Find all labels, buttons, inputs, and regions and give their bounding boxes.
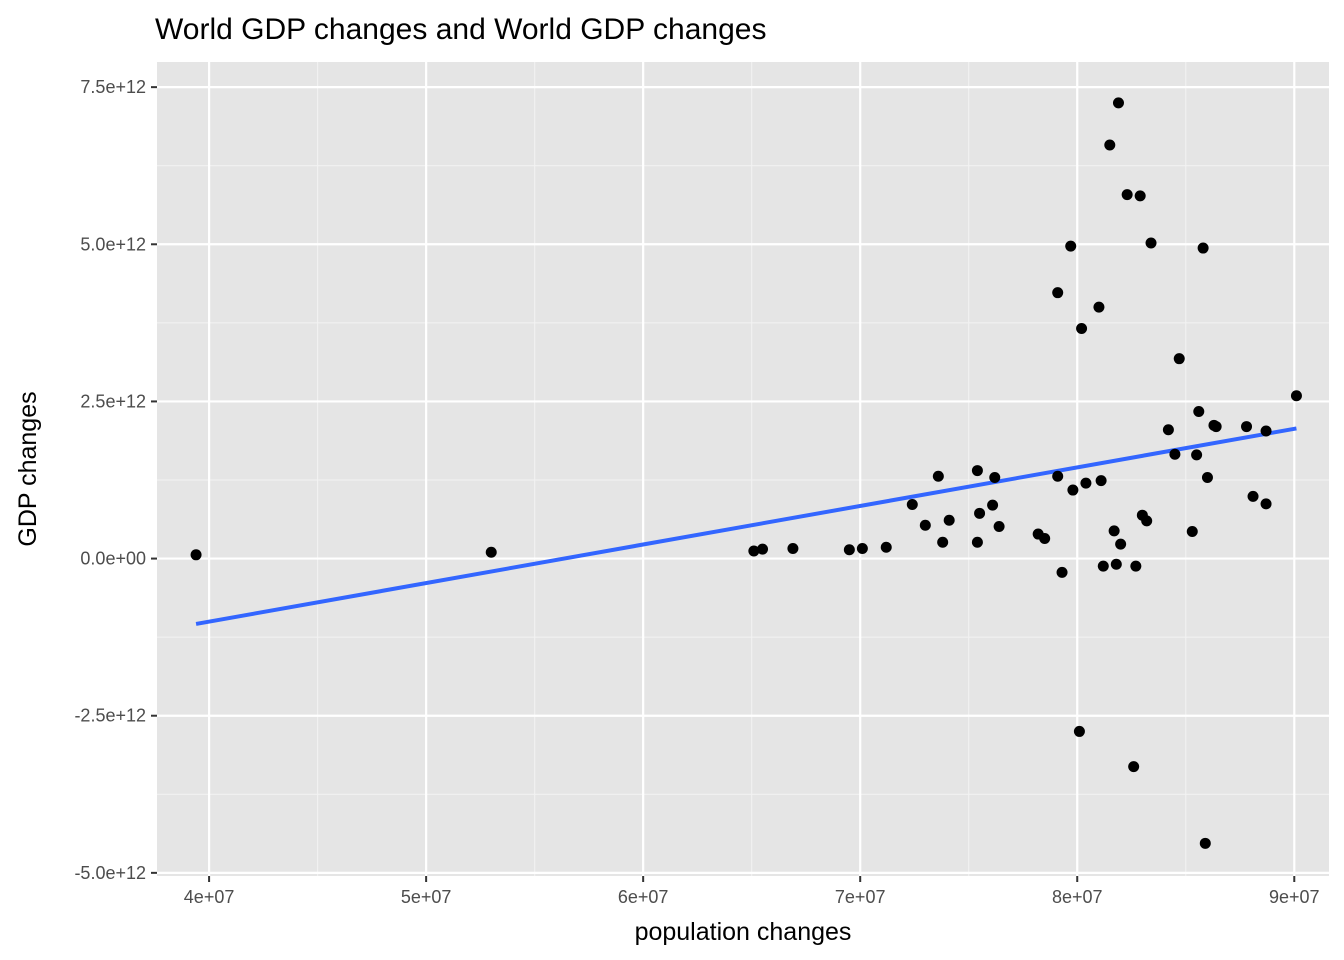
data-point bbox=[787, 543, 799, 555]
data-point bbox=[1141, 515, 1153, 527]
data-point bbox=[932, 470, 944, 482]
y-axis-label: GDP changes bbox=[14, 391, 42, 546]
data-point bbox=[1130, 560, 1142, 572]
data-points bbox=[190, 97, 1302, 849]
trend-line bbox=[195, 426, 1297, 626]
x-axis-label: population changes bbox=[635, 918, 852, 946]
data-point bbox=[971, 536, 983, 548]
trend-line-layer bbox=[195, 426, 1297, 626]
data-point bbox=[1056, 566, 1068, 578]
y-tick-label: -2.5e+12 bbox=[74, 706, 146, 726]
data-point bbox=[1065, 240, 1077, 252]
data-point bbox=[1197, 242, 1209, 254]
data-point bbox=[1134, 190, 1146, 202]
data-point bbox=[1110, 558, 1122, 570]
data-point bbox=[1039, 532, 1051, 544]
x-tick-label: 6e+07 bbox=[618, 887, 669, 907]
data-point bbox=[1260, 425, 1272, 437]
data-point bbox=[1052, 287, 1064, 299]
data-point bbox=[1067, 484, 1079, 496]
data-point bbox=[1191, 449, 1203, 461]
x-tick-label: 9e+07 bbox=[1269, 887, 1320, 907]
data-point bbox=[906, 499, 918, 511]
y-tick-label: 2.5e+12 bbox=[80, 391, 146, 411]
data-point bbox=[1186, 526, 1198, 538]
data-point bbox=[1162, 424, 1174, 436]
data-point bbox=[1290, 390, 1302, 402]
data-point bbox=[1210, 421, 1222, 433]
data-point bbox=[1260, 498, 1272, 510]
data-point bbox=[1076, 323, 1088, 335]
data-point bbox=[1145, 237, 1157, 249]
data-point bbox=[1193, 405, 1205, 417]
data-point bbox=[974, 507, 986, 519]
data-point bbox=[843, 544, 855, 556]
chart-title: World GDP changes and World GDP changes bbox=[155, 13, 766, 46]
data-point bbox=[943, 514, 955, 526]
data-point bbox=[1093, 301, 1105, 313]
data-point bbox=[1073, 725, 1085, 737]
x-tick-label: 8e+07 bbox=[1052, 887, 1103, 907]
data-point bbox=[993, 521, 1005, 533]
data-point bbox=[1097, 560, 1109, 572]
data-point bbox=[1112, 97, 1124, 109]
y-tick-label: -5.0e+12 bbox=[74, 863, 146, 883]
data-point bbox=[880, 541, 892, 553]
data-point bbox=[1169, 448, 1181, 460]
data-point bbox=[1247, 490, 1259, 502]
data-point bbox=[1108, 525, 1120, 537]
x-axis: 4e+07 5e+07 6e+07 7e+07 8e+07 9e+07 bbox=[184, 876, 1320, 907]
data-point bbox=[1173, 353, 1185, 365]
data-point bbox=[989, 471, 1001, 483]
data-point bbox=[1201, 471, 1213, 483]
data-point bbox=[1095, 475, 1107, 487]
data-point bbox=[919, 519, 931, 531]
data-point bbox=[1052, 470, 1064, 482]
data-point bbox=[1199, 837, 1211, 849]
y-tick-label: 7.5e+12 bbox=[80, 77, 146, 97]
major-gridlines bbox=[157, 62, 1329, 876]
plot-panel bbox=[157, 62, 1329, 876]
data-point bbox=[485, 546, 497, 558]
data-point bbox=[1241, 421, 1253, 433]
minor-gridlines bbox=[157, 62, 1329, 876]
data-point bbox=[1115, 538, 1127, 550]
data-point bbox=[748, 545, 760, 557]
data-point bbox=[937, 536, 949, 548]
x-tick-label: 7e+07 bbox=[835, 887, 886, 907]
data-point bbox=[971, 465, 983, 477]
data-point bbox=[1121, 189, 1133, 201]
data-point bbox=[987, 499, 999, 511]
data-point bbox=[190, 549, 202, 561]
x-tick-label: 5e+07 bbox=[401, 887, 452, 907]
y-tick-label: 5.0e+12 bbox=[80, 234, 146, 254]
data-point bbox=[1128, 761, 1140, 773]
y-axis: -5.0e+12 -2.5e+12 0.0e+00 2.5e+12 5.0e+12 7.5… bbox=[74, 77, 157, 883]
x-tick-label: 4e+07 bbox=[184, 887, 235, 907]
data-point bbox=[757, 543, 769, 555]
y-tick-label: 0.0e+00 bbox=[80, 549, 146, 569]
data-point bbox=[856, 543, 868, 555]
data-point bbox=[1104, 139, 1116, 151]
data-point bbox=[1080, 477, 1092, 489]
